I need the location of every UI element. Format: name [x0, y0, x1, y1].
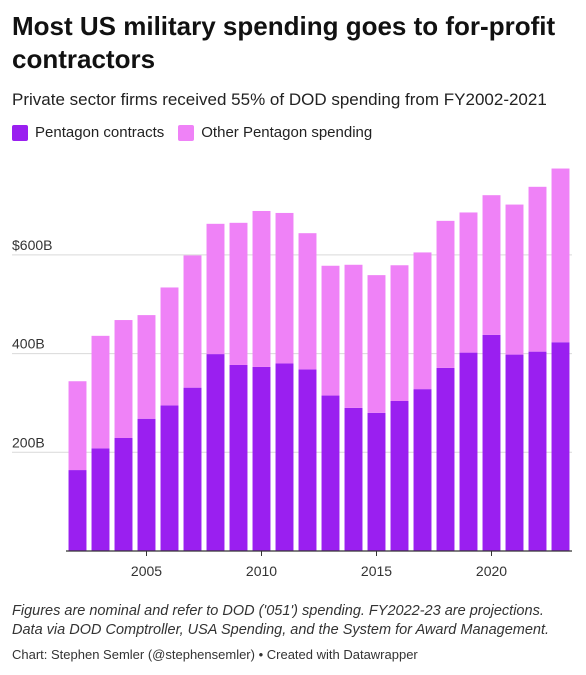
bar-other-2023: [551, 168, 570, 343]
bar-other-2021: [505, 204, 524, 355]
legend-swatch-other: [178, 124, 195, 141]
bar-contracts-2016: [390, 400, 409, 551]
legend-item-other: Other Pentagon spending: [178, 124, 372, 141]
bar-contracts-2022: [528, 351, 547, 551]
chart-note: Figures are nominal and refer to DOD ('0…: [12, 602, 582, 640]
bar-chart: 200B 400B $600B 2005 2010 2015 2020: [12, 168, 572, 579]
bar-other-2012: [298, 233, 317, 370]
legend-label-other: Other Pentagon spending: [201, 124, 373, 141]
chart-credit: Chart: Stephen Semler (@stephensemler) •…: [12, 647, 418, 662]
bar-other-2020: [482, 195, 501, 335]
bar-other-2017: [413, 252, 432, 390]
bar-other-2009: [229, 222, 248, 365]
bar-contracts-2021: [505, 354, 524, 551]
x-tick-label-2005: 2005: [131, 563, 162, 579]
bar-contracts-2014: [344, 407, 363, 551]
bar-other-2008: [206, 223, 225, 355]
bar-contracts-2003: [91, 448, 110, 551]
bar-contracts-2012: [298, 369, 317, 551]
bar-contracts-2020: [482, 334, 501, 551]
y-tick-label-600: $600B: [12, 237, 52, 253]
bar-other-2003: [91, 335, 110, 449]
bar-other-2019: [459, 212, 478, 353]
bar-other-2011: [275, 212, 294, 364]
bar-contracts-2023: [551, 342, 570, 551]
bar-other-2016: [390, 265, 409, 401]
bar-contracts-2013: [321, 395, 340, 551]
bar-other-2002: [68, 381, 87, 471]
chart-legend: Pentagon contracts Other Pentagon spendi…: [12, 124, 386, 141]
bar-contracts-2010: [252, 366, 271, 551]
y-tick-label-400: 400B: [12, 336, 45, 352]
x-tick-label-2010: 2010: [246, 563, 277, 579]
bar-contracts-2018: [436, 367, 455, 551]
bar-contracts-2008: [206, 354, 225, 551]
y-tick-label-200: 200B: [12, 434, 45, 450]
chart-note-line-1: Figures are nominal and refer to DOD ('0…: [12, 603, 544, 619]
legend-swatch-contracts: [12, 124, 28, 141]
bar-contracts-2005: [137, 418, 156, 551]
bar-contracts-2007: [183, 387, 202, 551]
bar-contracts-2017: [413, 389, 432, 551]
bar-contracts-2015: [367, 412, 386, 551]
bar-other-2004: [114, 320, 133, 438]
bar-other-2005: [137, 315, 156, 419]
bar-other-2015: [367, 275, 386, 413]
chart-subtitle: Private sector firms received 55% of DOD…: [12, 90, 547, 109]
legend-item-contracts: Pentagon contracts: [12, 124, 164, 141]
bar-contracts-2009: [229, 364, 248, 551]
bar-other-2010: [252, 210, 271, 367]
bar-other-2013: [321, 265, 340, 396]
bar-other-2022: [528, 186, 547, 352]
bar-contracts-2011: [275, 363, 294, 551]
bar-other-2006: [160, 287, 179, 406]
bar-contracts-2002: [68, 470, 87, 551]
bar-other-2007: [183, 255, 202, 388]
legend-label-contracts: Pentagon contracts: [35, 124, 165, 141]
bar-contracts-2019: [459, 352, 478, 551]
bar-other-2018: [436, 220, 455, 368]
x-tick-label-2015: 2015: [361, 563, 392, 579]
bar-other-2014: [344, 264, 363, 408]
chart-title: Most US military spending goes to for-pr…: [12, 11, 556, 74]
x-tick-label-2020: 2020: [476, 563, 507, 579]
bar-contracts-2006: [160, 405, 179, 551]
chart-note-line-2: Data via DOD Comptroller, USA Spending, …: [12, 622, 550, 638]
bar-contracts-2004: [114, 437, 133, 551]
